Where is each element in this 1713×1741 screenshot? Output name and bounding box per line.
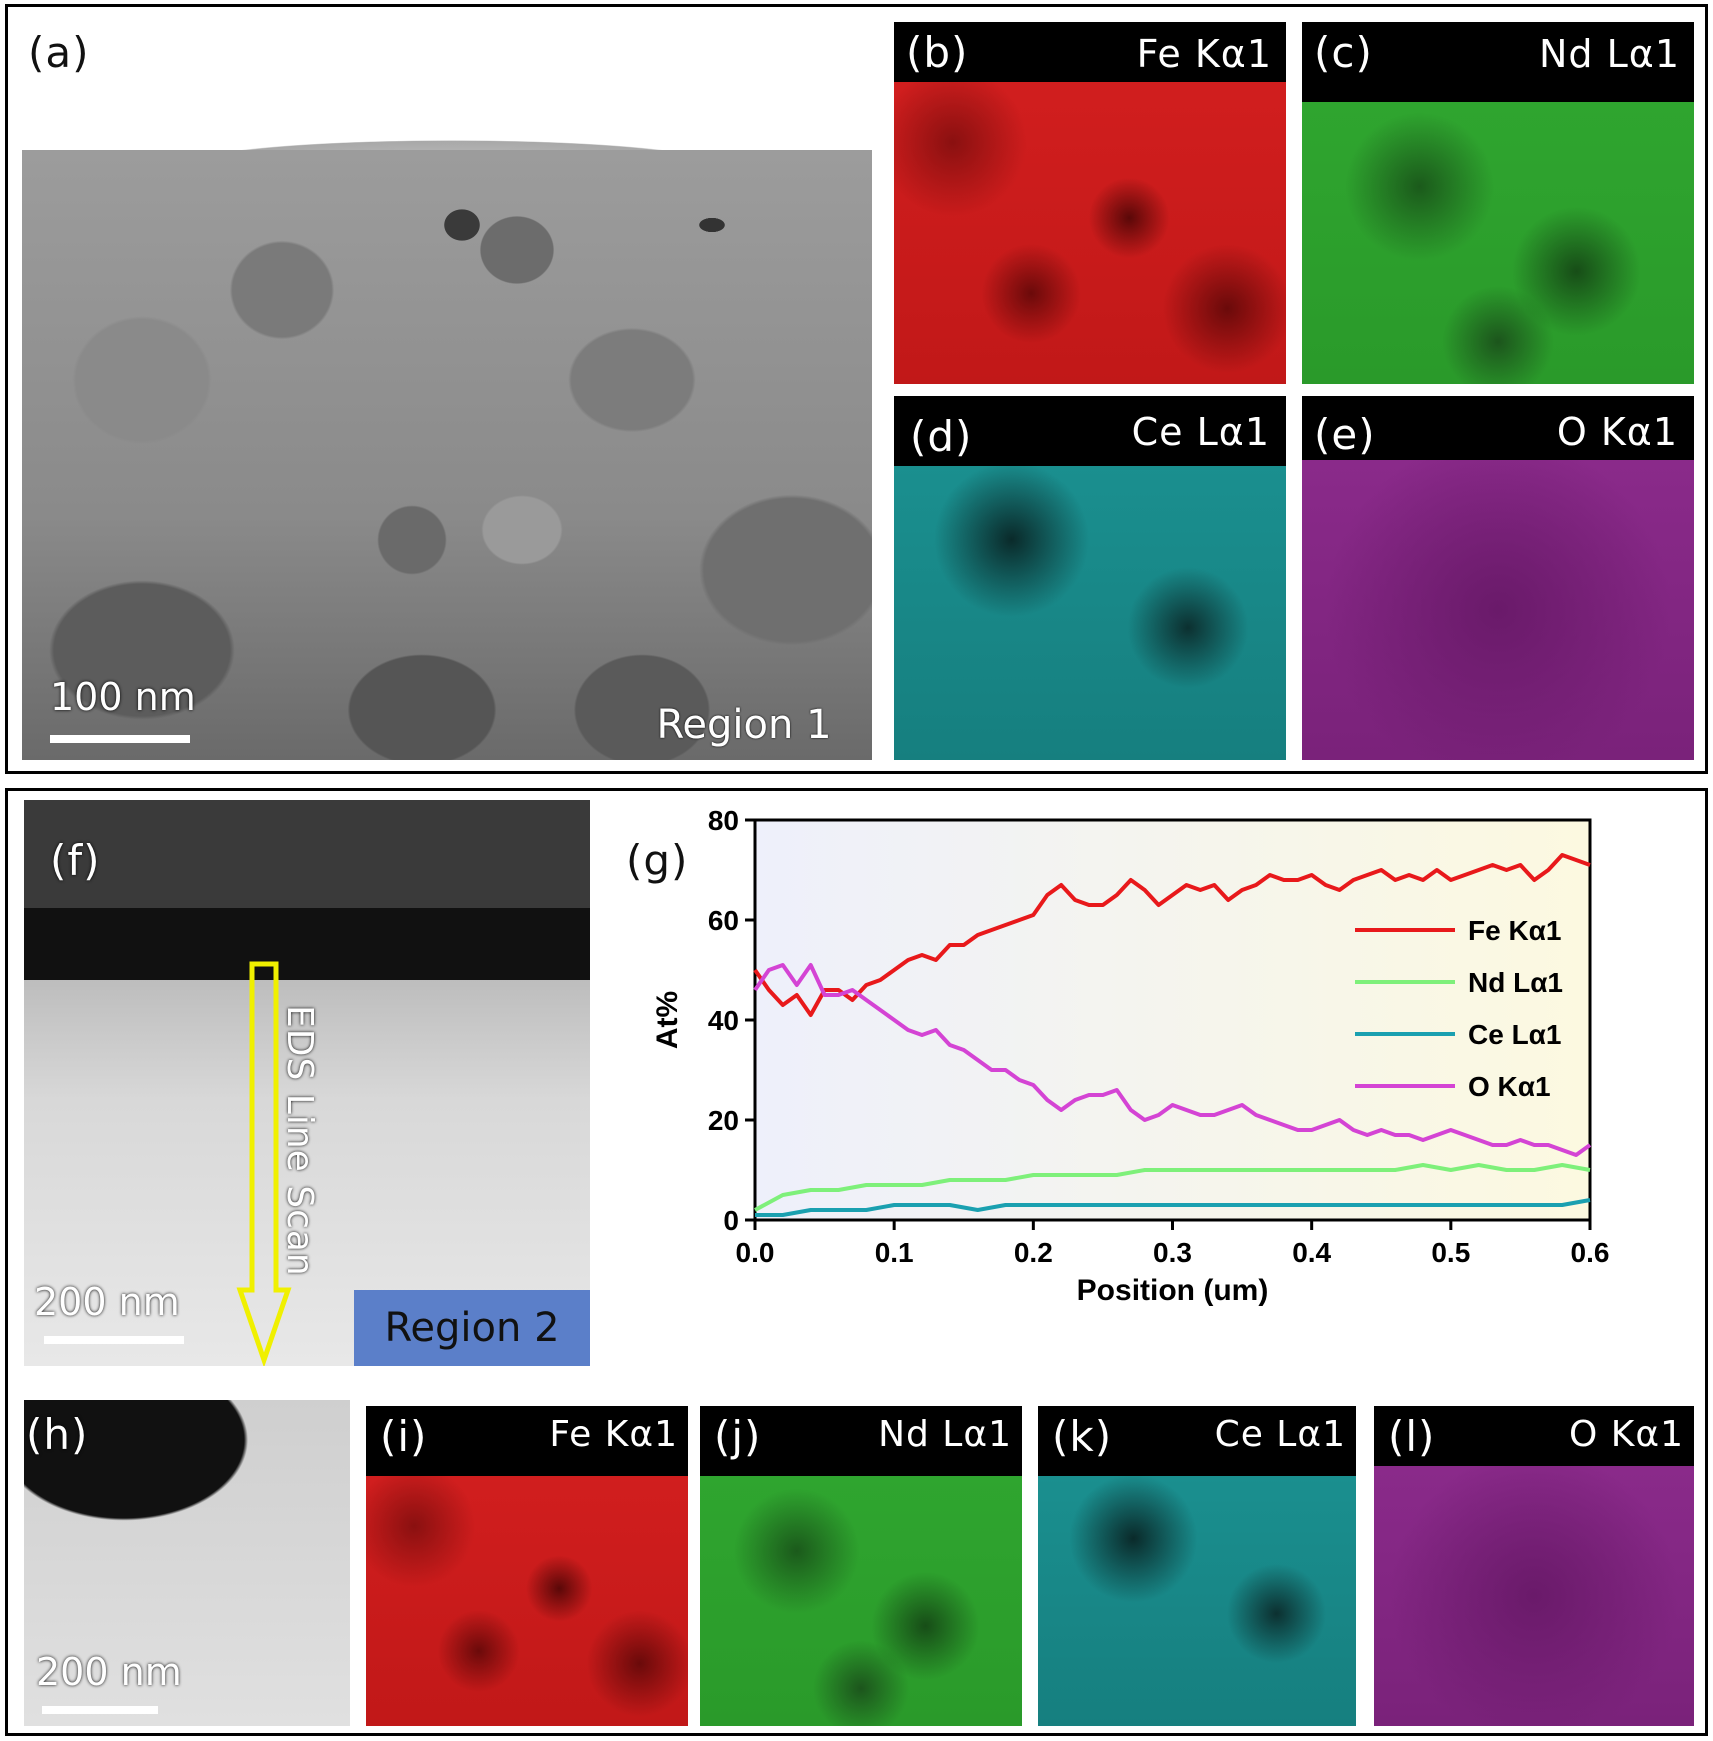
element-label-c: Nd Lα1 (1538, 32, 1680, 76)
series-line-0 (753, 853, 1591, 1017)
scalebar-a (50, 735, 190, 743)
panel-label-i: (i) (380, 1412, 428, 1461)
series-line-1 (754, 1163, 1591, 1212)
x-tick-label: 0.3 (1153, 1237, 1192, 1268)
panel-label-f: (f) (50, 836, 101, 885)
scalebar-label-h: 200 nm (36, 1650, 182, 1694)
legend-label-0: Fe Kα1 (1468, 915, 1561, 946)
y-tick-label: 60 (708, 905, 739, 936)
scalebar-label-a: 100 nm (50, 675, 196, 719)
panel-k-ce-map: (k) Ce Lα1 (1038, 1406, 1356, 1726)
y-tick-label: 20 (708, 1105, 739, 1136)
panel-b-fe-map: (b) Fe Kα1 (894, 22, 1286, 384)
panel-h-haadf-image: (h) 200 nm (24, 1400, 350, 1726)
o-map-signal (1302, 460, 1694, 760)
scalebar-h (42, 1706, 158, 1714)
element-label-d: Ce Lα1 (1131, 410, 1270, 454)
element-label-i: Fe Kα1 (549, 1414, 678, 1455)
plot-area (753, 818, 1592, 1222)
x-tick-label: 0.4 (1292, 1237, 1331, 1268)
legend-label-3: O Kα1 (1468, 1071, 1551, 1102)
element-label-k: Ce Lα1 (1214, 1414, 1346, 1455)
eds-line-scan-label-wrap: EDS Line Scan (274, 1005, 324, 1345)
panel-j-nd-map: (j) Nd Lα1 (700, 1406, 1022, 1726)
nd-map-signal (1302, 102, 1694, 384)
x-axis-label: Position (um) (1077, 1274, 1269, 1307)
tem-micrograph (22, 150, 872, 760)
x-tick-label: 0.0 (736, 1237, 775, 1268)
panel-g-line-chart: (g) 0 20 40 60 80 0.0 0.1 0.2 0.3 0.4 0.5 0.6 Positi… (600, 800, 1700, 1400)
scalebar-f (44, 1336, 184, 1344)
element-label-l: O Kα1 (1568, 1414, 1684, 1455)
nd-map-signal (700, 1476, 1022, 1726)
panel-i-fe-map: (i) Fe Kα1 (366, 1406, 688, 1726)
panel-label-k: (k) (1052, 1412, 1113, 1461)
chart-svg: 0 20 40 60 80 0.0 0.1 0.2 0.3 0.4 0.5 0.6 Position (… (651, 805, 1610, 1307)
region-1-badge: Region 1 (656, 702, 832, 748)
element-label-e: O Kα1 (1556, 410, 1678, 454)
x-tick-label: 0.6 (1571, 1237, 1610, 1268)
element-label-j: Nd Lα1 (878, 1414, 1012, 1455)
y-tick-label: 0 (723, 1205, 739, 1236)
panel-f-line-scan-image: (f) EDS Line Scan 200 nm Region 2 (24, 800, 590, 1366)
panel-d-ce-map: (d) Ce Lα1 (894, 396, 1286, 760)
x-tick-label: 0.2 (1014, 1237, 1053, 1268)
eds-arrow (236, 961, 292, 1366)
y-axis-label: At% (651, 991, 684, 1049)
panel-l-o-map: (l) O Kα1 (1374, 1406, 1694, 1726)
panel-label-a: (a) (28, 28, 90, 77)
ce-map-signal (1038, 1476, 1356, 1726)
o-map-signal (1374, 1466, 1694, 1726)
panel-label-j: (j) (714, 1412, 762, 1461)
fe-map-signal (366, 1476, 688, 1726)
region-2-badge: Region 2 (354, 1290, 590, 1366)
series-line-3 (753, 963, 1592, 1157)
x-tick-label: 0.1 (875, 1237, 914, 1268)
panel-label-e: (e) (1314, 410, 1376, 459)
legend-label-1: Nd Lα1 (1468, 967, 1563, 998)
series-line-2 (755, 1198, 1591, 1217)
legend-label-2: Ce Lα1 (1468, 1019, 1561, 1050)
panel-a-tem-image: (a) 100 nm Region 1 (22, 20, 872, 760)
panel-label-b: (b) (906, 28, 969, 77)
panel-label-g: (g) (626, 836, 689, 885)
panel-label-h: (h) (26, 1410, 89, 1459)
eds-line-scan-label: EDS Line Scan (279, 1005, 320, 1277)
panel-e-o-map: (e) O Kα1 (1302, 396, 1694, 760)
scalebar-label-f: 200 nm (34, 1280, 180, 1324)
y-tick-label: 80 (708, 805, 739, 836)
fe-map-signal (894, 82, 1286, 384)
y-tick-label: 40 (708, 1005, 739, 1036)
element-label-b: Fe Kα1 (1136, 32, 1272, 76)
panel-label-l: (l) (1388, 1412, 1436, 1461)
ce-map-signal (894, 466, 1286, 760)
panel-c-nd-map: (c) Nd Lα1 (1302, 22, 1694, 384)
panel-label-d: (d) (910, 412, 973, 461)
x-tick-label: 0.5 (1431, 1237, 1470, 1268)
panel-label-c: (c) (1314, 28, 1373, 77)
